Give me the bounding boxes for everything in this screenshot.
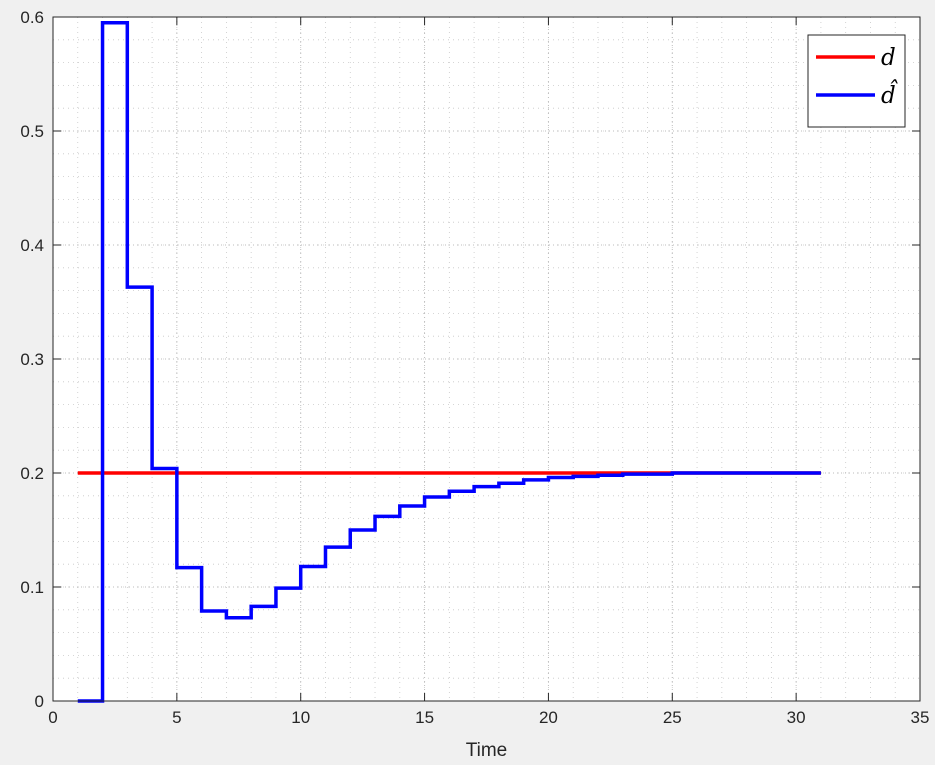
series-layer: [77, 20, 821, 703]
y-tick-label: 0.3: [20, 350, 44, 369]
y-tick-label: 0.6: [20, 8, 44, 27]
legend-label-0: d: [881, 45, 896, 71]
series-line-1: [77, 20, 821, 703]
x-tick-label: 30: [787, 708, 806, 727]
y-tick-label: 0.5: [20, 122, 44, 141]
x-axis-label: Time: [466, 740, 508, 761]
x-tick-label: 0: [48, 708, 57, 727]
legend-label-1: d̂: [881, 80, 899, 109]
tick-labels: 0 5 10 15 20 25 30 35 0 0.1 0.2 0.3 0.4 0.5 0.6: [20, 8, 929, 727]
x-tick-label: 10: [291, 708, 310, 727]
x-tick-label: 20: [539, 708, 558, 727]
legend-box: [807, 34, 906, 128]
y-tick-label: 0.2: [20, 464, 44, 483]
x-tick-label: 35: [911, 708, 930, 727]
axis-ticks: [52, 16, 921, 702]
x-tick-label: 25: [663, 708, 682, 727]
x-tick-label: 15: [415, 708, 434, 727]
y-tick-label: 0.1: [20, 578, 44, 597]
legend: d d̂: [807, 34, 906, 128]
y-tick-label: 0: [35, 692, 44, 711]
y-tick-label: 0.4: [20, 236, 44, 255]
x-tick-label: 5: [172, 708, 181, 727]
